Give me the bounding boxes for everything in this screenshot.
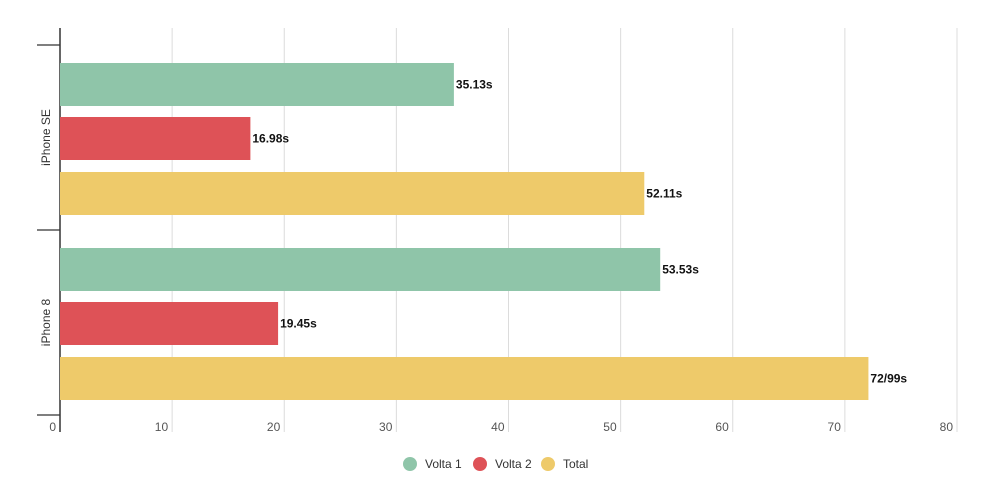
x-tick-label: 10: [155, 420, 169, 434]
x-tick-label: 50: [603, 420, 617, 434]
x-tick-label: 80: [940, 420, 954, 434]
bar-total: [60, 357, 869, 400]
data-label: 53.53s: [662, 263, 699, 277]
legend-label: Total: [563, 457, 588, 471]
x-tick-label: 0: [49, 420, 56, 434]
bar-volta-1: [60, 248, 661, 291]
data-label: 35.13s: [456, 78, 493, 92]
bar-volta-2: [60, 117, 251, 160]
category-label: iPhone 8: [39, 298, 53, 346]
x-tick-label: 40: [491, 420, 505, 434]
bar-volta-1: [60, 63, 454, 106]
legend-label: Volta 1: [425, 457, 462, 471]
x-tick-label: 60: [715, 420, 729, 434]
bar-total: [60, 172, 645, 215]
category-label: iPhone SE: [39, 109, 53, 166]
legend-swatch: [403, 457, 417, 471]
legend-swatch: [541, 457, 555, 471]
data-label: 19.45s: [280, 317, 317, 331]
x-tick-label: 70: [828, 420, 842, 434]
data-label: 16.98s: [252, 132, 289, 146]
legend-label: Volta 2: [495, 457, 532, 471]
data-label: 72/99s: [870, 372, 907, 386]
data-label: 52.11s: [646, 187, 682, 201]
x-tick-label: 30: [379, 420, 393, 434]
bar-volta-2: [60, 302, 279, 345]
x-tick-label: 20: [267, 420, 281, 434]
legend-swatch: [473, 457, 487, 471]
